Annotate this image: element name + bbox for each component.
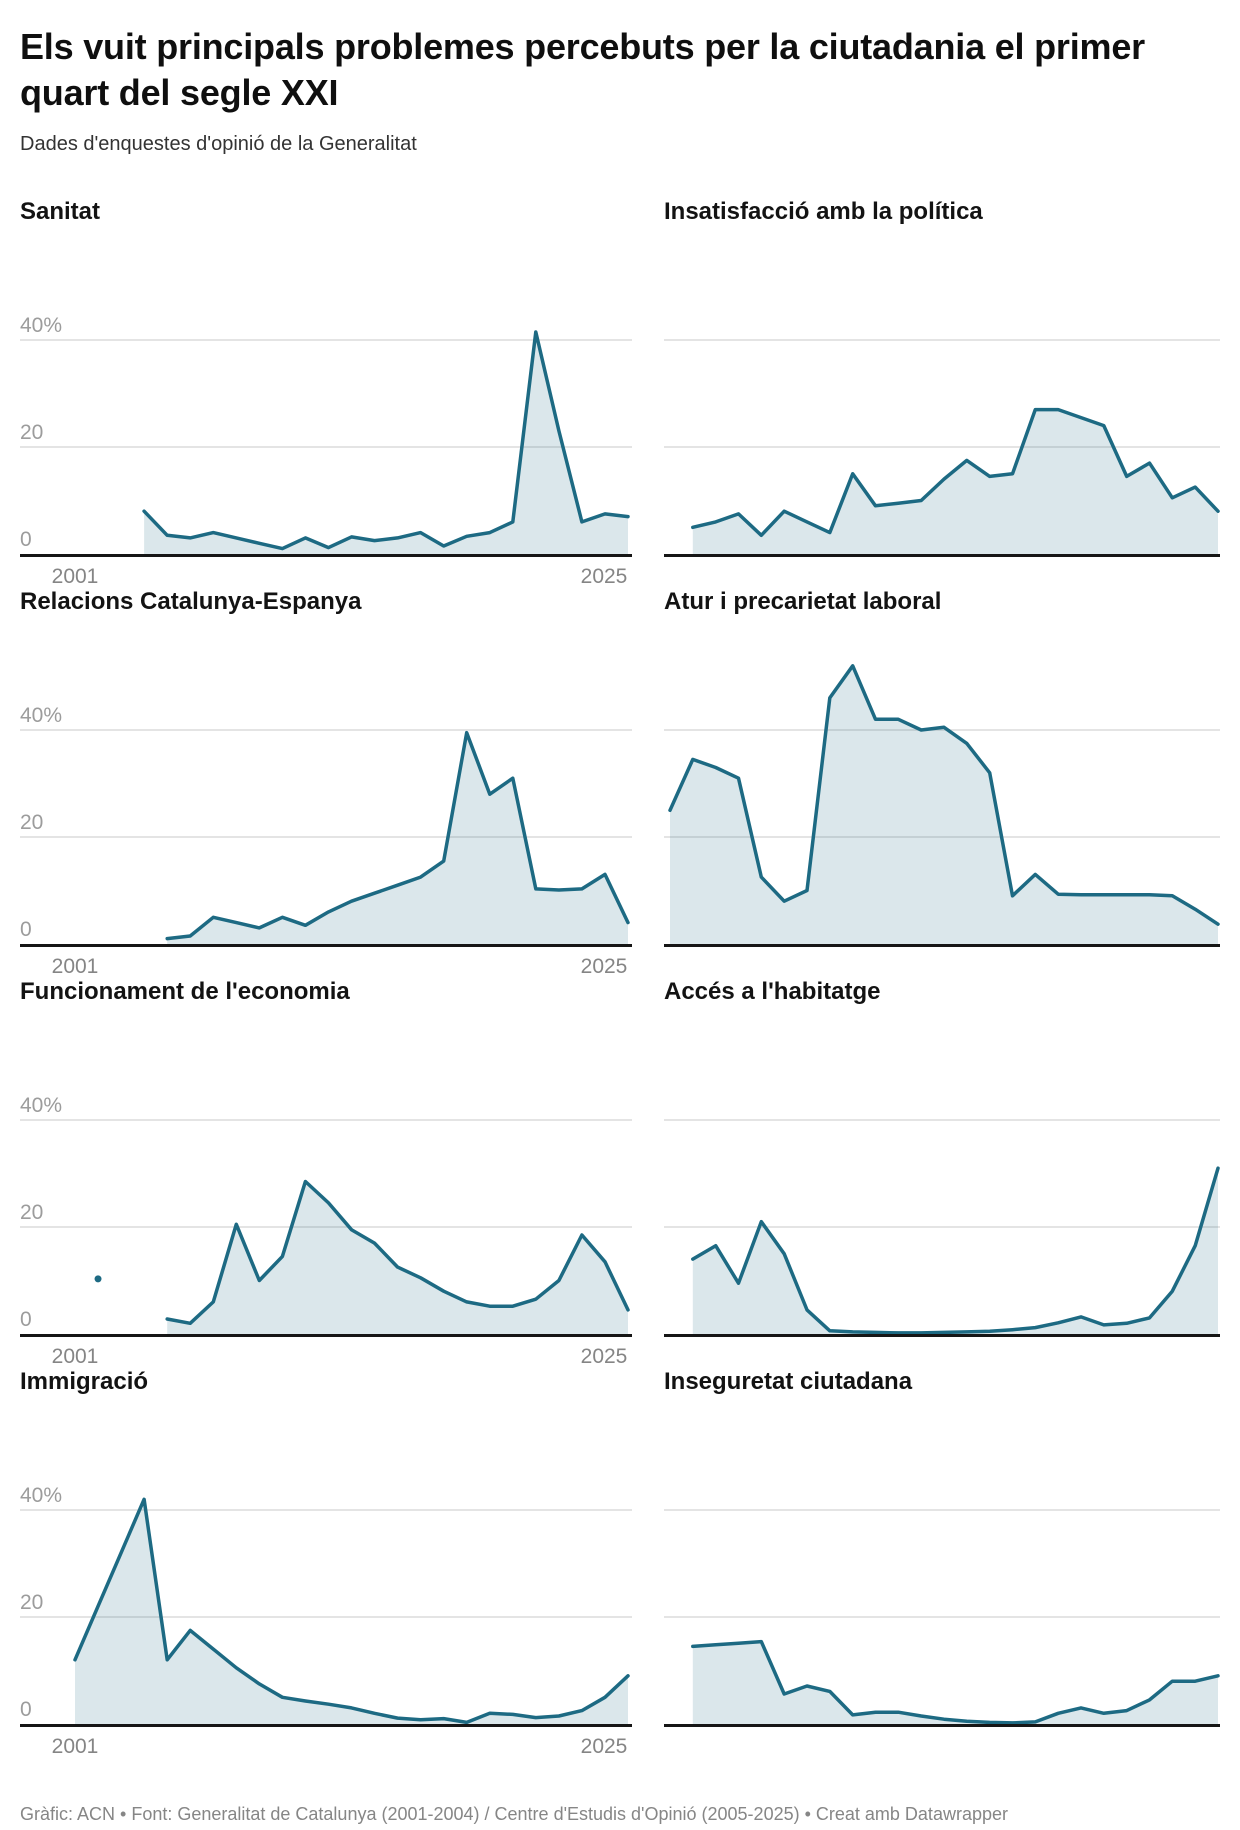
page-title: Els vuit principals problemes percebuts … <box>20 26 1145 113</box>
chart-atur-precarietat: Atur i precarietat laboral <box>664 588 1220 978</box>
x-tick-label-end: 2025 <box>581 1345 628 1368</box>
chart-title: Relacions Catalunya-Espanya <box>20 588 362 616</box>
trend-line <box>691 408 1220 538</box>
small-multiples-grid: Sanitat 40% 20 0 2001 2025 Insatisfacció amb… <box>20 198 1220 1758</box>
y-tick-label: 40% <box>20 1484 62 1507</box>
chart-title: Inseguretat ciutadana <box>664 1368 913 1396</box>
chart-funcionament-economia: Funcionament de l'economia 40% 20 0 2001 202… <box>20 978 632 1368</box>
chart-acces-habitatge: Accés a l'habitatge <box>664 978 1220 1368</box>
chart-canvas: 40% 20 0 2001 2025 <box>20 1094 632 1368</box>
chart-insatisfaccio-politica: Insatisfacció amb la política <box>664 198 1220 588</box>
y-tick-label: 40% <box>20 314 62 337</box>
trend-line <box>73 1497 630 1725</box>
x-tick-label-start: 2001 <box>52 1735 99 1758</box>
area-fill <box>692 1168 1218 1335</box>
y-tick-label: 0 <box>20 528 32 551</box>
y-tick-label: 40% <box>20 1094 62 1117</box>
area-fill <box>167 733 628 945</box>
data-point-dot <box>94 1275 102 1283</box>
trend-line <box>165 1180 630 1326</box>
chart-canvas <box>664 339 1220 558</box>
y-tick-label: 0 <box>20 1308 32 1331</box>
y-tick-label: 20 <box>20 1201 43 1224</box>
x-tick-label-end: 2025 <box>581 1735 628 1758</box>
chart-sanitat: Sanitat 40% 20 0 2001 2025 <box>20 198 632 588</box>
y-tick-label: 20 <box>20 1591 43 1614</box>
x-tick-label-start: 2001 <box>52 955 99 978</box>
attribution-footer: Gràfic: ACN • Font: Generalitat de Catal… <box>20 1804 1008 1825</box>
trend-line <box>691 1166 1220 1336</box>
chart-immigracio: Immigració 40% 20 0 2001 2025 <box>20 1368 632 1758</box>
y-tick-label: 20 <box>20 811 43 834</box>
chart-title: Accés a l'habitatge <box>664 978 881 1006</box>
area-fill <box>670 666 1218 945</box>
area-fill <box>75 1499 628 1725</box>
chart-relacions-catalunya-espanya: Relacions Catalunya-Espanya 40% 20 0 2001 20… <box>20 588 632 978</box>
chart-title: Immigració <box>20 1368 149 1396</box>
chart-inseguretat-ciutadana: Inseguretat ciutadana <box>664 1368 1220 1758</box>
y-tick-label: 20 <box>20 421 43 444</box>
trend-line <box>691 1640 1220 1726</box>
area-fill <box>144 332 628 555</box>
chart-canvas: 40% 20 0 2001 2025 <box>20 314 632 588</box>
trend-line <box>142 330 630 551</box>
trend-line <box>668 664 1220 927</box>
chart-canvas <box>664 1119 1220 1338</box>
area-fill <box>167 1181 628 1335</box>
chart-canvas <box>664 1509 1220 1728</box>
x-tick-label-start: 2001 <box>52 565 99 588</box>
y-tick-label: 40% <box>20 704 62 727</box>
page-subtitle: Dades d'enquestes d'opinió de la General… <box>20 133 417 156</box>
y-tick-label: 0 <box>20 1698 32 1721</box>
chart-title: Funcionament de l'economia <box>20 978 350 1006</box>
x-tick-label-end: 2025 <box>581 565 628 588</box>
chart-title: Atur i precarietat laboral <box>664 588 942 616</box>
trend-line <box>165 731 630 941</box>
chart-canvas: 40% 20 0 2001 2025 <box>20 1484 632 1758</box>
x-tick-label-start: 2001 <box>52 1345 99 1368</box>
y-tick-label: 0 <box>20 918 32 941</box>
area-fill <box>692 410 1218 555</box>
chart-canvas <box>664 664 1220 948</box>
x-tick-label-end: 2025 <box>581 955 628 978</box>
chart-canvas: 40% 20 0 2001 2025 <box>20 704 632 978</box>
chart-title: Insatisfacció amb la política <box>664 198 983 226</box>
area-fill <box>692 1642 1218 1725</box>
chart-title: Sanitat <box>20 198 101 226</box>
